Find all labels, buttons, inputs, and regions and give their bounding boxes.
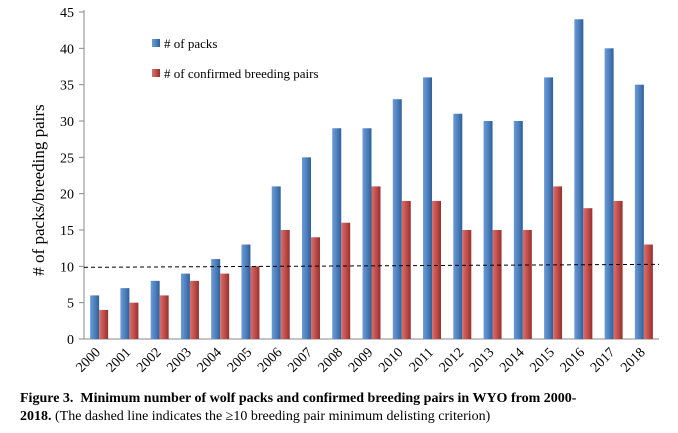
bar-packs	[574, 19, 584, 340]
caption-note: (The dashed line indicates the ≥10 breed…	[55, 409, 491, 424]
bar-packs	[483, 121, 493, 339]
bar-packs	[120, 288, 130, 339]
bar-breeding-pairs	[613, 200, 623, 339]
x-tick-label: 2014	[497, 345, 527, 375]
bar-breeding-pairs	[280, 230, 290, 339]
x-tick-label: 2007	[285, 345, 315, 375]
bar-packs	[301, 157, 311, 339]
bar-breeding-pairs	[522, 230, 532, 339]
bar-packs	[271, 186, 281, 339]
y-tick-label: 45	[60, 6, 74, 21]
x-tick-label: 2017	[588, 345, 618, 375]
bar-breeding-pairs	[310, 237, 320, 339]
bar-breeding-pairs	[553, 186, 563, 339]
y-tick-label: 35	[60, 79, 74, 94]
bar-breeding-pairs	[401, 200, 411, 339]
bar-breeding-pairs	[220, 273, 230, 339]
bar-packs	[423, 77, 433, 340]
reference-line	[83, 263, 660, 268]
y-tick-label: 10	[60, 260, 74, 275]
y-tick-label: 40	[60, 42, 74, 57]
legend-swatch	[152, 69, 160, 77]
x-tick-label: 2009	[346, 345, 376, 375]
y-tick-label: 15	[60, 224, 74, 239]
bar-breeding-pairs	[583, 208, 593, 339]
bar-packs	[634, 84, 644, 340]
x-tick-label: 2001	[104, 345, 134, 375]
x-tick-label: 2015	[528, 345, 558, 375]
y-tick-label: 25	[60, 151, 74, 166]
x-tick-label: 2008	[316, 345, 346, 375]
figure-caption: Figure 3. Minimum number of wolf packs a…	[20, 390, 670, 426]
legend-label: # of confirmed breeding pairs	[164, 66, 319, 81]
caption-continuation: 2018.	[20, 409, 52, 424]
bar-packs	[180, 273, 190, 339]
x-tick-label: 2005	[225, 345, 255, 375]
bar-breeding-pairs	[432, 200, 442, 339]
x-tick-label: 2000	[74, 345, 104, 375]
bar-packs	[241, 244, 251, 339]
caption-label: Figure 3.	[20, 391, 74, 406]
bar-packs	[211, 259, 221, 339]
x-tick-label: 2018	[618, 345, 648, 375]
bar-breeding-pairs	[341, 222, 351, 339]
bar-packs	[604, 48, 614, 339]
bar-breeding-pairs	[159, 295, 169, 339]
x-tick-label: 2002	[134, 345, 164, 375]
x-tick-label: 2011	[407, 345, 437, 375]
bar-breeding-pairs	[492, 230, 502, 339]
x-tick-label: 2013	[467, 345, 497, 375]
legend-label: # of packs	[164, 36, 217, 51]
y-tick-label: 5	[67, 297, 74, 312]
y-tick-label: 20	[60, 188, 74, 203]
y-tick-label: 0	[67, 333, 74, 348]
bar-breeding-pairs	[462, 230, 472, 339]
bar-packs	[150, 280, 160, 339]
bar-packs	[90, 295, 100, 339]
bar-packs	[332, 128, 342, 339]
bar-packs	[453, 113, 463, 339]
caption-title: Minimum number of wolf packs and confirm…	[80, 391, 577, 406]
bar-chart: # of packs/breeding pairs 0 5 10 15 20 25 30 35…	[29, 6, 660, 376]
bar-packs	[392, 99, 402, 339]
x-tick-label: 2010	[376, 345, 406, 375]
bar-breeding-pairs	[99, 309, 109, 339]
y-tick-label: 30	[60, 115, 74, 130]
y-axis-label: # of packs/breeding pairs	[29, 104, 48, 275]
bar-breeding-pairs	[371, 186, 381, 339]
x-tick-label: 2003	[164, 345, 194, 375]
bar-breeding-pairs	[643, 244, 653, 339]
bar-breeding-pairs	[129, 302, 139, 339]
x-tick-label: 2006	[255, 345, 285, 375]
x-tick-label: 2004	[195, 345, 225, 375]
bar-packs	[544, 77, 554, 340]
bar-packs	[362, 128, 372, 339]
bar-breeding-pairs	[189, 280, 199, 339]
legend-swatch	[152, 39, 160, 47]
bar-packs	[513, 121, 523, 339]
x-tick-label: 2012	[437, 345, 467, 375]
x-tick-label: 2016	[558, 345, 588, 375]
bar-breeding-pairs	[250, 266, 260, 339]
